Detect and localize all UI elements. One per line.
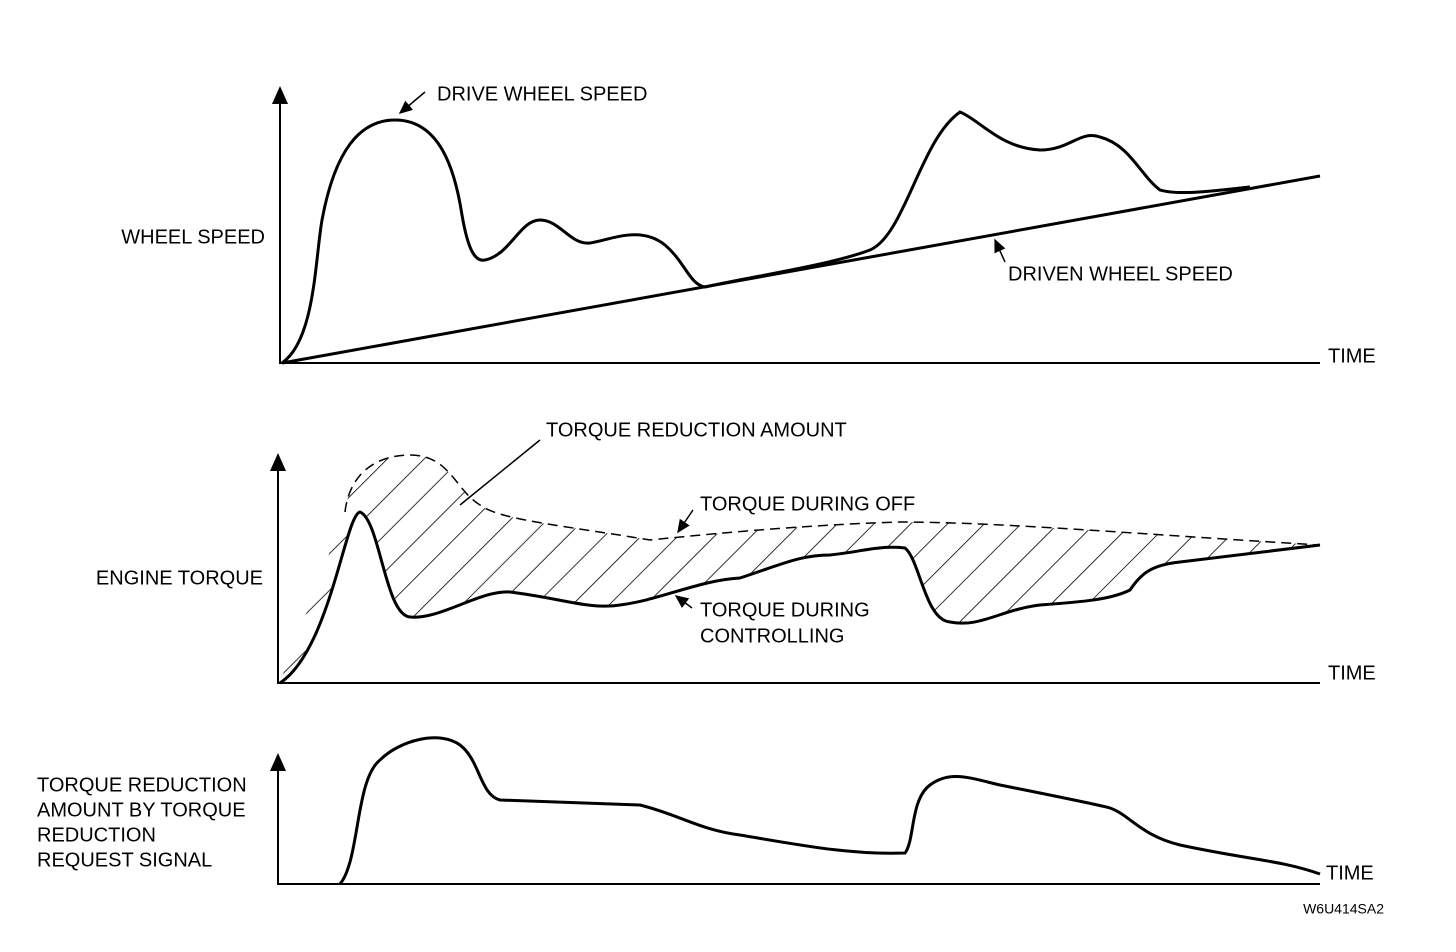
x-label: TIME (1326, 862, 1374, 884)
leader (398, 91, 426, 114)
torque-controlling-curve (279, 510, 1321, 685)
drive-wheel-curve (281, 110, 1251, 365)
y-label: WHEEL SPEED (121, 226, 265, 248)
y-label: ENGINE TORQUE (96, 567, 263, 589)
annotation: CONTROLLING (700, 625, 844, 647)
x-label: TIME (1328, 345, 1376, 367)
y-label: AMOUNT BY TORQUE (37, 799, 246, 821)
leader (459, 439, 541, 506)
annotation: DRIVEN WHEEL SPEED (1008, 263, 1233, 285)
figure-code: W6U414SA2 (1303, 901, 1384, 917)
annotation: TORQUE DURING OFF (700, 493, 915, 515)
below-region (280, 512, 1320, 690)
torque-off-curve (344, 454, 1321, 546)
y-label: REQUEST SIGNAL (37, 849, 212, 871)
annotation: TORQUE DURING (700, 599, 870, 621)
leader (674, 595, 693, 609)
leader (994, 238, 1006, 263)
annotation: TORQUE REDUCTION AMOUNT (546, 419, 847, 441)
annotation: DRIVE WHEEL SPEED (437, 83, 647, 105)
panel-wheel-speed: WHEEL SPEED TIME DRIVE WHEEL SPEED DRIVE… (121, 83, 1376, 367)
y-label: TORQUE REDUCTION (37, 774, 247, 796)
panel-reduction-signal: TORQUE REDUCTION AMOUNT BY TORQUE REDUCT… (37, 736, 1374, 885)
reduction-curve (338, 736, 1321, 885)
x-label: TIME (1328, 662, 1376, 684)
y-label: REDUCTION (37, 824, 156, 846)
panel-engine-torque: ENGINE TORQUE TIME TORQUE REDUCTION AMOU… (96, 419, 1376, 690)
leader (677, 509, 694, 534)
